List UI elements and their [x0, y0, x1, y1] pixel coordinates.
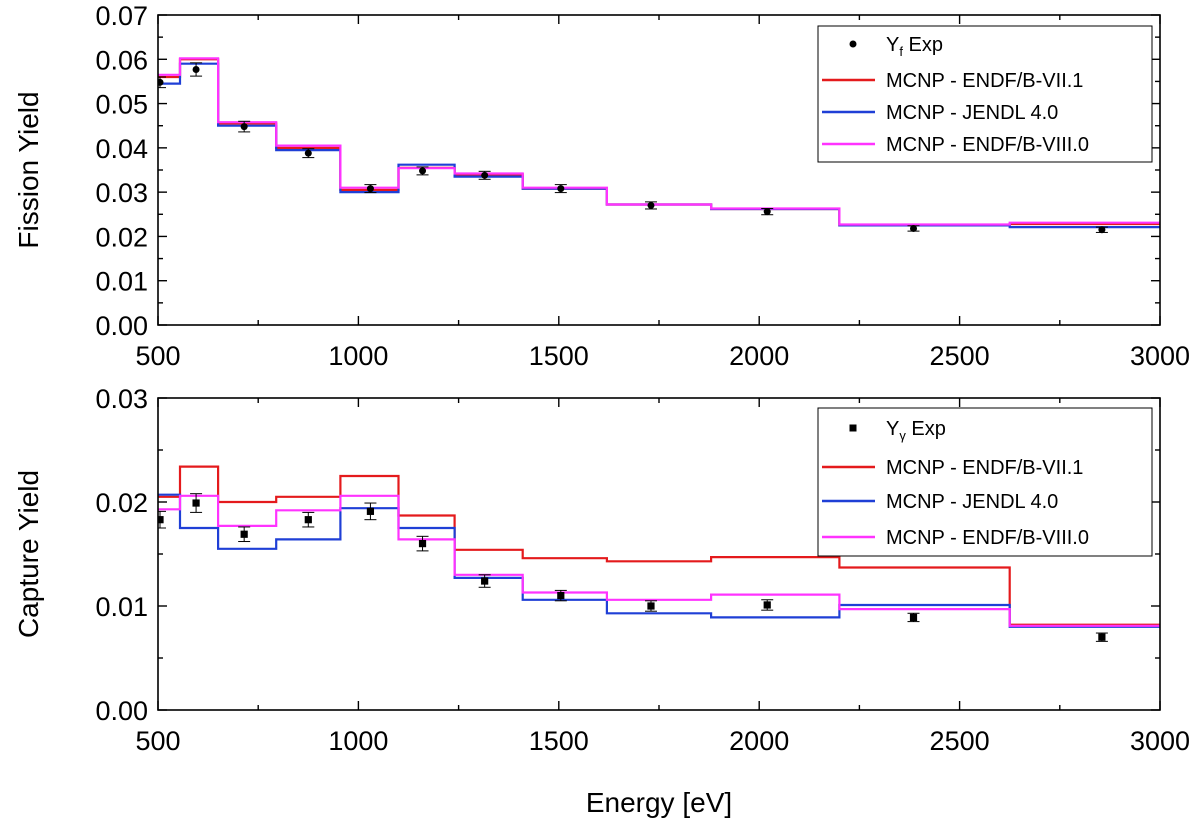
- legend-entry-1: MCNP - ENDF/B-VII.1: [822, 457, 1083, 479]
- x-tick-label: 2500: [930, 726, 990, 756]
- x-axis-title: Energy [eV]: [586, 787, 732, 818]
- legend-label: MCNP - ENDF/B-VII.1: [886, 457, 1083, 479]
- legend-label: MCNP - ENDF/B-VII.1: [886, 70, 1083, 92]
- chart-panel-1: 500 1000 1500 2000 2500 3000 0.00 0.01 0.02 0.03 0…: [13, 1, 1190, 371]
- x-tick-label: 1500: [529, 341, 589, 371]
- chart-panel-2: 500 1000 1500 2000 2500 3000 0.00 0.01 0.02 0.03 C…: [13, 384, 1190, 818]
- legend-entry-3: MCNP - ENDF/B-VIII.0: [822, 527, 1089, 549]
- x-tick-label: 500: [135, 341, 180, 371]
- plot-area: [158, 57, 1160, 234]
- data-point: [478, 574, 491, 588]
- y-tick-label: 0.06: [95, 45, 148, 75]
- y-tick-label: 0.03: [95, 384, 148, 414]
- legend-label: Yf Exp: [886, 34, 943, 59]
- data-point: [907, 612, 920, 623]
- data-point: [364, 184, 377, 194]
- y-axis-title: Fission Yield: [13, 91, 44, 248]
- data-point: [644, 600, 657, 612]
- data-point: [416, 166, 429, 176]
- legend-entry-2: MCNP - JENDL 4.0: [822, 102, 1058, 124]
- data-point: [1095, 226, 1108, 234]
- legend-entry-experiment: Yγ Exp: [849, 418, 946, 443]
- data-point: [190, 62, 203, 77]
- legend: Yγ Exp MCNP - ENDF/B-VII.1 MCNP - JENDL 4.…: [817, 407, 1153, 557]
- y-tick-label: 0.02: [95, 488, 148, 518]
- data-point: [644, 201, 657, 210]
- data-point: [238, 526, 251, 543]
- y-tick-label: 0.01: [95, 267, 148, 297]
- legend-label: MCNP - JENDL 4.0: [886, 491, 1058, 513]
- data-point: [364, 502, 377, 521]
- y-tick-label: 0.02: [95, 222, 148, 252]
- data-point: [190, 493, 203, 513]
- y-tick-label: 0.00: [95, 696, 148, 726]
- y-axis-title: Capture Yield: [13, 470, 44, 638]
- data-point: [907, 224, 920, 232]
- x-tick-label: 500: [135, 726, 180, 756]
- legend-entry-experiment: Yf Exp: [849, 34, 943, 59]
- x-tick-label: 1000: [328, 726, 388, 756]
- legend-entry-2: MCNP - JENDL 4.0: [822, 491, 1058, 513]
- x-tick-label: 3000: [1130, 341, 1190, 371]
- x-tick-label: 1000: [328, 341, 388, 371]
- x-tick-label: 3000: [1130, 726, 1190, 756]
- x-tick-label: 2000: [729, 341, 789, 371]
- legend: Yf Exp MCNP - ENDF/B-VII.1 MCNP - JENDL 4.…: [817, 25, 1153, 163]
- y-tick-label: 0.03: [95, 178, 148, 208]
- data-point: [554, 589, 567, 602]
- series-line-3: [158, 494, 1160, 627]
- data-point: [554, 184, 567, 194]
- data-point: [478, 170, 491, 180]
- data-point: [761, 599, 774, 611]
- legend-label: Yγ Exp: [886, 418, 946, 443]
- y-tick-label: 0.04: [95, 134, 148, 164]
- y-tick-label: 0.05: [95, 90, 148, 120]
- x-tick-label: 2000: [729, 726, 789, 756]
- data-point: [158, 76, 167, 89]
- legend-label: MCNP - JENDL 4.0: [886, 102, 1058, 124]
- legend-entry-1: MCNP - ENDF/B-VII.1: [822, 70, 1083, 92]
- y-tick-label: 0.01: [95, 592, 148, 622]
- data-point: [238, 120, 251, 133]
- data-point: [302, 148, 315, 159]
- y-tick-label: 0.00: [95, 311, 148, 341]
- x-tick-label: 2500: [930, 341, 990, 371]
- legend-entry-3: MCNP - ENDF/B-VIII.0: [822, 134, 1089, 156]
- plot-area: [158, 465, 1160, 642]
- legend-label: MCNP - ENDF/B-VIII.0: [886, 134, 1089, 156]
- x-tick-label: 1500: [529, 726, 589, 756]
- data-point: [416, 535, 429, 552]
- data-point: [1095, 632, 1108, 642]
- legend-label: MCNP - ENDF/B-VIII.0: [886, 527, 1089, 549]
- data-point: [761, 208, 774, 216]
- data-point: [302, 511, 315, 528]
- data-point: [158, 510, 167, 529]
- series-line-3: [158, 57, 1160, 226]
- y-tick-label: 0.07: [95, 1, 148, 31]
